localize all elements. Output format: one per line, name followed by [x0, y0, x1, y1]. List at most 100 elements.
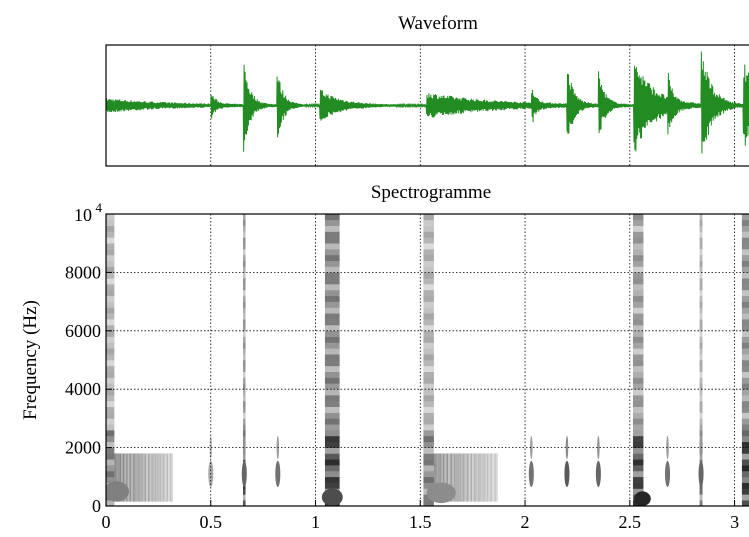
spectrogram-cell: [632, 377, 644, 384]
spectrogram-cell: [699, 278, 703, 285]
spectrogram-cell: [699, 219, 703, 226]
spectrogram-blob: [565, 435, 569, 460]
spectrogram-cell: [475, 453, 478, 502]
spectrogram-cell: [243, 330, 246, 337]
spectrogram-cell: [423, 465, 434, 472]
spectrogram-cell: [423, 482, 434, 489]
spectrogram-cell: [243, 500, 246, 506]
spectrogram-cell: [423, 424, 434, 431]
spectrogram-cell: [699, 418, 703, 425]
spectrogram-cell: [741, 301, 749, 308]
spectrogram-cell: [632, 342, 644, 349]
spectrogram-cell: [741, 406, 749, 413]
spectrogram-cell: [699, 266, 703, 273]
y-tick-label: 4000: [65, 379, 101, 399]
spectrogram-cell: [324, 324, 340, 332]
spectrogram-cell: [243, 354, 246, 361]
spectrogram-cell: [324, 418, 340, 425]
spectrogram-cell: [423, 365, 434, 372]
spectrogram-cell: [448, 453, 451, 502]
spectrogram-cell: [243, 214, 246, 221]
spectrogram-cell: [468, 453, 471, 502]
spectrogram-cell: [699, 295, 703, 302]
spectrogram-cell: [154, 453, 157, 502]
spectrogram-cell: [632, 389, 644, 396]
spectrogram-cell: [136, 453, 138, 502]
spectrogram-cell: [450, 453, 452, 502]
spectrogram-cell: [423, 395, 434, 402]
spectrogram-cell: [106, 307, 115, 314]
spectrogram-cell: [423, 284, 434, 291]
spectrogram-cell: [106, 225, 115, 232]
spectrogram-cell: [741, 430, 749, 437]
spectrogram-cell: [741, 354, 749, 361]
spectrogram-cell: [632, 254, 644, 262]
y-tick-label: 2000: [65, 438, 101, 458]
spectrogram-blob: [698, 460, 704, 488]
spectrogram-cell: [699, 307, 703, 314]
spectrogram-cell: [699, 406, 703, 413]
spectrogram-cell: [423, 342, 434, 349]
spectrogram-cell: [741, 289, 749, 297]
spectrogram-cell: [324, 400, 340, 408]
spectrogram-cell: [741, 260, 749, 267]
spectrogram-cell: [106, 424, 115, 431]
spectrogram-cell: [699, 424, 703, 431]
spectrogram-cell: [699, 272, 703, 279]
spectrogram-cell: [423, 406, 434, 413]
spectrogram-cell: [741, 231, 749, 238]
spectrogram-cell: [741, 237, 749, 244]
spectrogram-cell: [324, 435, 340, 443]
spectrogram-cell: [324, 219, 340, 226]
spectrogram-cell: [741, 441, 749, 448]
spectrogram-cell: [423, 459, 434, 466]
spectrogram-cell: [106, 465, 115, 472]
spectrogram-cell: [699, 500, 703, 506]
spectrogram-title: Spectrogramme: [371, 182, 491, 203]
spectrogram-cell: [243, 371, 246, 378]
spectrogram-cell: [243, 295, 246, 302]
y-tick-label: 8000: [65, 262, 101, 282]
spectrogram-cell: [131, 453, 133, 502]
spectrogram-cell: [632, 231, 644, 238]
spectrogram-cell: [324, 260, 340, 267]
spectrogram-cell: [433, 453, 436, 502]
spectrogram-cell: [741, 482, 749, 489]
spectrogram-cell: [486, 453, 489, 502]
spectrogram-cell: [106, 219, 115, 226]
spectrogram-cell: [423, 348, 434, 355]
spectrogram-cell: [127, 453, 130, 502]
spectrogram-blob: [321, 488, 343, 506]
spectrogram-cell: [243, 289, 246, 297]
spectrogram-cell: [632, 301, 644, 308]
x-tick-label: 0.5: [200, 512, 223, 532]
spectrogram-cell: [106, 313, 115, 320]
spectrogram-cell: [166, 453, 169, 502]
spectrogram-cell: [423, 243, 434, 250]
spectrogram-cell: [129, 453, 132, 502]
spectrogram-cell: [161, 453, 163, 502]
spectrogram-cell: [324, 424, 340, 431]
spectrogram-cell: [741, 278, 749, 285]
spectrogram-cell: [243, 219, 246, 226]
spectrogram-cell: [142, 453, 145, 502]
spectrogram-cell: [324, 412, 340, 419]
spectrogram-cell: [324, 278, 340, 285]
spectrogram-blob: [665, 460, 671, 488]
spectrogram-cell: [632, 336, 644, 343]
spectrogram-cell: [439, 453, 441, 502]
spectrogram-cell: [423, 412, 434, 419]
spectrogram-cell: [139, 453, 142, 502]
spectrogram-cell: [632, 266, 644, 273]
spectrogram-blob: [597, 435, 600, 460]
spectrogram-cell: [632, 225, 644, 232]
spectrogram-cell: [423, 214, 434, 221]
spectrogram-cell: [741, 324, 749, 332]
spectrogram-cell: [423, 272, 434, 279]
spectrogram-cell: [741, 342, 749, 349]
spectrogram-cell: [741, 272, 749, 279]
spectrogram-cell: [423, 225, 434, 232]
spectrogram-cell: [741, 412, 749, 419]
spectrogram-cell: [423, 371, 434, 378]
spectrogram-axes: [105, 213, 749, 507]
